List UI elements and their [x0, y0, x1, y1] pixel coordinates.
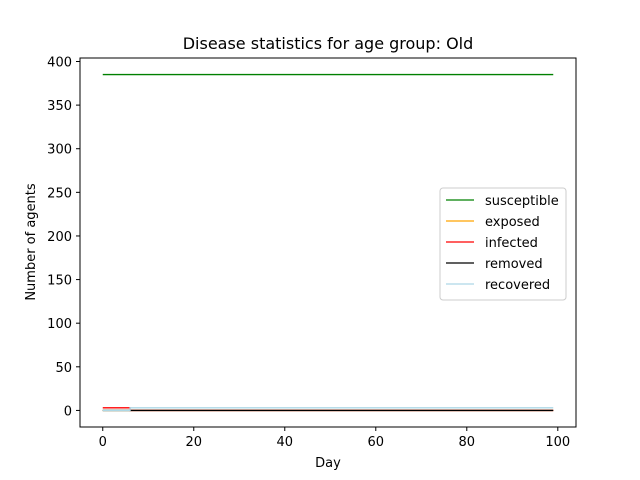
x-tick-label: 60 [368, 435, 385, 450]
legend: susceptible exposed infected removed recover… [439, 187, 567, 301]
y-axis: 0 50 100 150 200 250 300 350 400 [47, 55, 80, 419]
series-line-recovered [102, 407, 554, 412]
y-tick-label: 150 [47, 274, 72, 289]
legend-label: removed [485, 257, 543, 272]
y-tick-label: 50 [55, 361, 72, 376]
legend-box [439, 187, 567, 301]
x-tick-label: 20 [185, 435, 202, 450]
x-axis-label: Day [315, 456, 341, 471]
legend-label: recovered [485, 278, 550, 293]
series-lines [102, 73, 554, 412]
y-axis-label: Number of agents [24, 183, 39, 301]
y-tick-label: 350 [47, 99, 72, 114]
legend-label: exposed [485, 215, 540, 230]
x-axis: 0 20 40 60 80 100 [99, 427, 570, 450]
y-tick-label: 200 [47, 230, 72, 245]
chart-title: Disease statistics for age group: Old [183, 34, 474, 53]
plot-area [79, 57, 577, 428]
x-tick-label: 80 [459, 435, 476, 450]
y-tick-label: 400 [47, 55, 72, 70]
y-tick-label: 300 [47, 143, 72, 158]
x-tick-label: 40 [276, 435, 293, 450]
legend-label: susceptible [485, 194, 559, 209]
x-tick-label: 0 [99, 435, 107, 450]
legend-label: infected [485, 236, 538, 251]
x-tick-label: 100 [545, 435, 570, 450]
y-tick-label: 250 [47, 186, 72, 201]
y-tick-label: 100 [47, 317, 72, 332]
y-tick-label: 0 [64, 404, 72, 419]
